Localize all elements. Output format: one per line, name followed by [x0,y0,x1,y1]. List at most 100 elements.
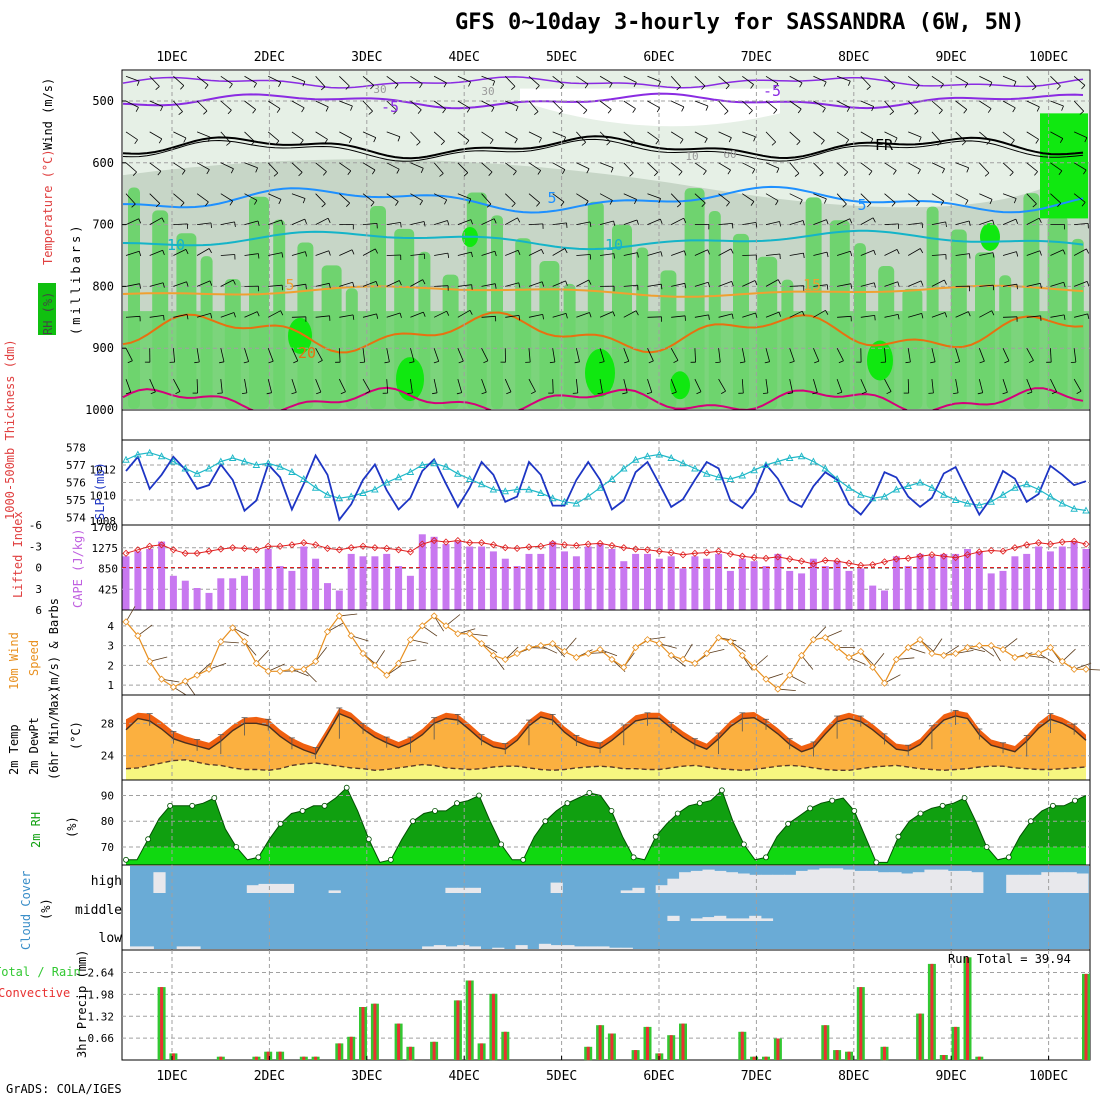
contour-label: 5 [285,276,294,294]
wind-barb-flag [750,84,754,89]
precip-conv-bar [764,1056,768,1060]
wind-barb-flag [208,248,212,254]
cape-bar [347,553,355,610]
cloud-high-cell [795,870,809,893]
wind-barb-flag [417,109,422,114]
wind-barb [173,100,183,112]
wind-barb [694,162,707,172]
wind-barb-flag [893,170,897,175]
wind-barb [268,193,282,200]
wind-barb-flag [581,141,586,146]
wind-barb [528,249,542,256]
wind-barb-flag [233,312,236,318]
dewpt-line [125,759,1087,772]
wind10-label-1: 10m Wind [7,632,21,690]
wind-barb [765,100,778,111]
wind-barb [979,284,994,287]
wind-barb-flag [423,221,426,227]
wind-barb-flag [1063,282,1066,288]
wind-barb-flag [964,83,969,88]
cape-bar [584,546,592,610]
thickness-point [323,490,332,498]
precip-conv-bar [373,1003,377,1060]
rh2m-point [917,810,924,817]
wind10-point [916,636,924,644]
top-date-label: 3DEC [351,50,382,65]
wind10-point [892,655,900,663]
wind-barb-flag [161,217,165,223]
rh2m-point [321,802,328,809]
precip-conv-bar [835,1050,839,1060]
thickness-point [122,455,130,463]
wind10-barb [1002,638,1018,650]
wind10-barb [125,606,136,623]
wind-barb-flag [894,137,898,143]
wind-barb-flag [708,314,710,320]
wind-barb [1026,217,1040,225]
wind-barb-flag [961,141,966,146]
precip-conv-bar [432,1041,436,1060]
wind-barb [362,75,375,86]
cloud-label-1: Cloud Cover [19,871,33,950]
li-point [963,551,972,559]
cape-bar [738,558,746,610]
wind-barb-flag [512,170,517,176]
wind10-point [975,642,983,650]
thickness-point [169,457,178,465]
wind-barb [1026,348,1034,361]
wind-barb [978,348,985,362]
wind-barb [623,284,638,287]
wind-barb [410,162,424,169]
wind-barb-flag [542,314,544,320]
wind-barb [670,378,677,393]
wind-barb [955,348,961,362]
precip-conv-bar [883,1046,886,1061]
thickness-point [750,466,758,474]
cape-bar [169,575,177,610]
wind-barb-flag [1010,139,1015,145]
wind-barb [671,315,686,318]
wind-barb [125,131,138,141]
wind-barb [955,220,970,225]
wind-barb [291,131,304,141]
cape-bar [928,556,936,610]
wind-barb-flag [494,251,497,257]
wind-barb-flag [942,168,945,174]
wind-barb [718,100,729,112]
rh2m-point [498,841,505,848]
thickness-axis-label: 1000-500mb Thickness (dm) [3,339,17,520]
wind-barb-flag [219,361,225,364]
rh2m-point [476,792,483,799]
wind-barb-flag [794,173,800,177]
precip-conv-bar [408,1046,412,1061]
cloud-high-cell [620,890,633,893]
wind-barb-flag [340,391,346,395]
li-point [643,546,652,554]
wind-barb [1026,378,1033,393]
li-point [323,544,332,552]
wind-barb [528,223,543,225]
wind-barb [670,131,684,140]
rh2m-tick-label: 80 [101,815,114,828]
thickness-point [548,494,557,502]
wind-barb-flag [797,108,802,114]
wind-barb [884,249,898,256]
wind-barb-flag [748,110,753,115]
wind-barb [410,253,425,256]
wind-barb [623,219,638,225]
wind-barb-flag [684,283,687,289]
precip-conv-bar [966,957,969,1060]
cloud-high-cell [258,883,271,893]
wind-barb [244,131,255,142]
thickness-point [513,485,521,493]
cloud-high-cell [971,872,984,893]
precip-conv-bar [397,1023,401,1060]
thickness-point [276,462,284,470]
pressure-units-label: (millibars) [69,223,83,335]
wind-barb [457,162,469,173]
wind-barb [742,312,756,318]
precip-conv-bar [918,1013,922,1060]
wind-barb [1026,315,1041,318]
wind10-point [940,651,948,660]
wind-barb [860,76,871,87]
